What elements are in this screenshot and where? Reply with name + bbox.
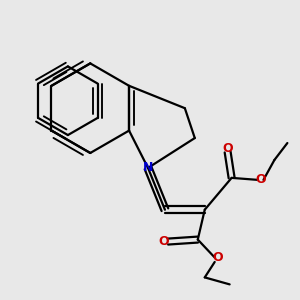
Text: O: O bbox=[158, 235, 169, 248]
Text: N: N bbox=[143, 161, 153, 174]
Text: O: O bbox=[256, 173, 266, 186]
Text: O: O bbox=[212, 251, 223, 264]
Text: O: O bbox=[222, 142, 233, 155]
